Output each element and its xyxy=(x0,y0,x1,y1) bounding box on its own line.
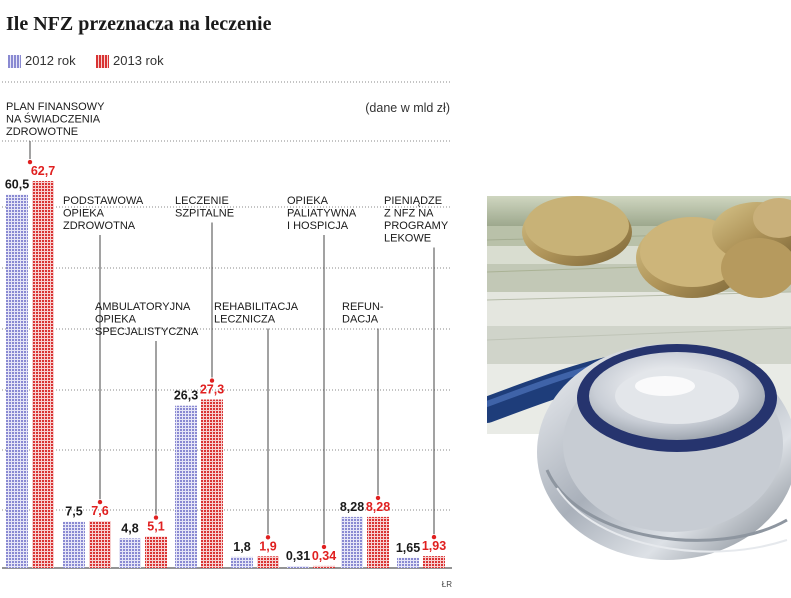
category-label-1-line-2: ZDROWOTNA xyxy=(63,220,136,232)
bar-2-2012 xyxy=(119,538,141,568)
value-label-7-2012: 1,65 xyxy=(396,541,420,555)
bar-4-2012 xyxy=(231,556,253,568)
chart-panel: Ile NFZ przeznacza na leczenie 2012 rok … xyxy=(2,13,452,589)
bar-2-2013 xyxy=(145,536,167,568)
value-label-3-2012: 26,3 xyxy=(174,389,198,403)
category-label-3-line-0: LECZENIE xyxy=(175,195,229,207)
category-label-1-line-1: OPIEKA xyxy=(63,208,105,220)
leader-dot-4 xyxy=(265,535,271,540)
value-label-4-2012: 1,8 xyxy=(233,540,250,554)
category-label-7-line-1: Z NFZ NA xyxy=(384,208,434,220)
value-label-2-2013: 5,1 xyxy=(147,520,164,534)
value-label-5-2013: 0,34 xyxy=(312,549,336,563)
photo-stethoscope xyxy=(487,0,791,598)
category-label-6-line-1: DACJA xyxy=(342,314,379,326)
leader-dot-0 xyxy=(27,159,33,165)
bar-5-2013 xyxy=(313,565,335,568)
value-label-6-2012: 8,28 xyxy=(340,500,364,514)
bar-6-2012 xyxy=(341,516,363,568)
category-label-7-line-2: PROGRAMY xyxy=(384,220,449,232)
stethoscope-coins-banknotes-icon xyxy=(487,0,791,598)
value-label-1-2013: 7,6 xyxy=(91,504,108,518)
category-label-3-line-1: SZPITALNE xyxy=(175,208,234,220)
bar-1-2012 xyxy=(63,521,85,568)
bar-3-2013 xyxy=(201,399,223,568)
value-label-0-2013: 62,7 xyxy=(31,164,55,178)
bar-1-2013 xyxy=(89,521,111,568)
legend-swatch-2012 xyxy=(8,55,21,68)
category-label-2-line-0: AMBULATORYJNA xyxy=(95,301,191,313)
leader-dot-6 xyxy=(375,495,381,501)
category-label-6-line-0: REFUN- xyxy=(342,301,384,313)
bar-4-2013 xyxy=(257,556,279,568)
value-label-5-2012: 0,31 xyxy=(286,549,310,563)
category-label-5-line-2: I HOSPICJA xyxy=(287,220,349,232)
category-label-5-line-0: OPIEKA xyxy=(287,195,329,207)
category-label-2-line-2: SPECJALISTYCZNA xyxy=(95,326,199,338)
leader-dot-7 xyxy=(431,534,437,540)
bar-3-2012 xyxy=(175,405,197,568)
legend-label-2013: 2013 rok xyxy=(113,53,164,68)
unit-note: (dane w mld zł) xyxy=(365,101,450,115)
credit: ŁR xyxy=(441,580,452,589)
bar-5-2012 xyxy=(287,566,309,568)
chart-title: Ile NFZ przeznacza na leczenie xyxy=(6,13,272,35)
value-label-4-2013: 1,9 xyxy=(259,539,276,553)
leader-dot-1 xyxy=(97,499,103,505)
category-label-0-line-0: PLAN FINANSOWY xyxy=(6,101,105,113)
leader-dot-5 xyxy=(321,544,327,550)
value-label-3-2013: 27,3 xyxy=(200,383,224,397)
leader-lines xyxy=(27,141,437,550)
legend-label-2012: 2012 rok xyxy=(25,53,76,68)
bar-7-2013 xyxy=(423,556,445,568)
category-label-2-line-1: OPIEKA xyxy=(95,314,137,326)
bar-6-2013 xyxy=(367,516,389,568)
bar-0-2012 xyxy=(6,194,28,568)
category-label-1-line-0: PODSTAWOWA xyxy=(63,195,144,207)
category-label-0-line-2: ZDROWOTNE xyxy=(6,126,78,138)
leader-dot-3 xyxy=(209,378,215,383)
bar-7-2012 xyxy=(397,557,419,568)
category-label-4-line-1: LECZNICZA xyxy=(214,314,276,326)
value-label-2-2012: 4,8 xyxy=(121,521,138,535)
category-label-5-line-1: PALIATYWNA xyxy=(287,208,357,220)
category-label-7-line-3: LEKOWE xyxy=(384,233,431,245)
category-label-0-line-1: NA ŚWIADCZENIA xyxy=(6,113,101,126)
category-label-4-line-0: REHABILITACJA xyxy=(214,301,299,313)
value-label-0-2012: 60,5 xyxy=(5,178,29,192)
value-label-6-2013: 8,28 xyxy=(366,500,390,514)
bar-0-2013 xyxy=(32,181,54,568)
value-label-7-2013: 1,93 xyxy=(422,539,446,553)
legend-swatch-2013 xyxy=(96,55,109,68)
leader-dot-2 xyxy=(153,515,159,520)
value-label-1-2012: 7,5 xyxy=(65,505,82,519)
bars xyxy=(6,181,445,568)
category-label-7-line-0: PIENIĄDZE xyxy=(384,195,442,207)
